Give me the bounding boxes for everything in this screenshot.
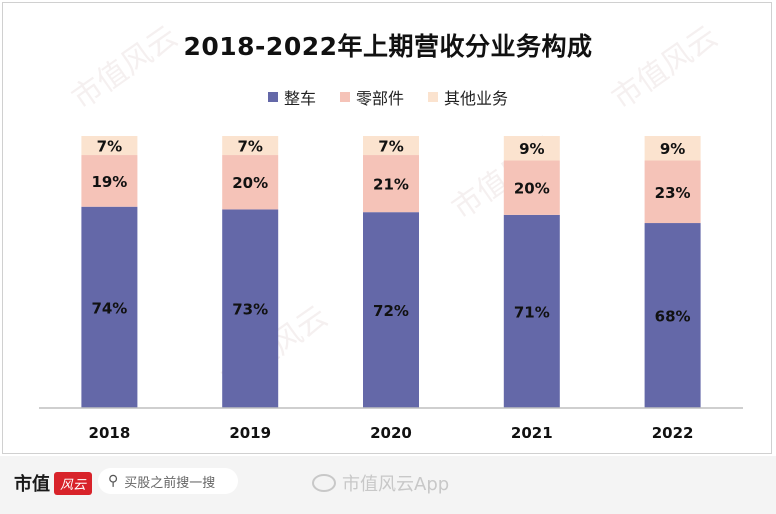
- data-label-2020-0: 72%: [373, 302, 409, 320]
- search-icon: ⚲: [108, 473, 119, 489]
- bar-segment-2020-0: [363, 212, 419, 408]
- legend-item-parts: 零部件: [339, 85, 404, 109]
- x-tick-label-2019: 2019: [229, 424, 271, 442]
- bar-segment-2019-1: [222, 155, 279, 210]
- data-label-2018-0: 74%: [91, 299, 127, 317]
- bar-segment-2021-2: [503, 136, 560, 161]
- data-label-2022-2: 9%: [660, 140, 685, 158]
- x-tick-label-2021: 2021: [511, 424, 553, 442]
- legend-swatch-other: [428, 92, 438, 102]
- data-label-2021-0: 71%: [514, 303, 550, 321]
- data-label-2022-0: 68%: [655, 308, 691, 326]
- legend-label-other: 其他业务: [444, 89, 509, 108]
- data-label-2019-1: 20%: [232, 174, 268, 192]
- x-tick-label-2022: 2022: [652, 424, 694, 442]
- bar-segment-2019-2: [222, 136, 279, 156]
- search-placeholder: 买股之前搜一搜: [124, 475, 216, 491]
- bar-segment-2020-2: [363, 136, 419, 156]
- data-label-2021-2: 9%: [519, 140, 544, 158]
- bar-segment-2019-0: [222, 209, 279, 408]
- weibo-handle: 市值风云App: [342, 474, 450, 495]
- legend-label-vehicle: 整车: [283, 89, 316, 108]
- legend-item-other: 其他业务: [428, 85, 508, 109]
- brand-name: 市值: [14, 474, 50, 495]
- x-tick-label-2020: 2020: [370, 424, 412, 442]
- bar-segment-2022-0: [644, 223, 701, 408]
- data-label-2021-1: 20%: [514, 180, 550, 198]
- bottom-bar: 市值 风云 ⚲ 买股之前搜一搜 市值风云App: [0, 456, 776, 514]
- legend-swatch-parts: [339, 92, 350, 102]
- weibo-icon: [312, 474, 336, 492]
- legend-item-vehicle: 整车: [267, 85, 316, 109]
- bar-segment-2018-1: [81, 155, 138, 207]
- data-label-2022-1: 23%: [655, 184, 691, 202]
- bar-segment-2022-1: [644, 160, 701, 224]
- data-label-2019-0: 73%: [232, 301, 268, 319]
- bar-segment-2022-2: [644, 136, 701, 161]
- bar-segment-2018-0: [81, 206, 138, 408]
- bar-segment-2020-1: [363, 155, 419, 213]
- data-label-2018-1: 19%: [91, 173, 127, 191]
- legend-label-parts: 零部件: [355, 89, 404, 108]
- legend-swatch-vehicle: [267, 92, 278, 102]
- brand-logo: 市值 风云: [14, 470, 93, 496]
- data-label-2020-1: 21%: [373, 176, 409, 194]
- bar-segment-2021-1: [503, 160, 560, 215]
- data-label-2019-2: 7%: [237, 138, 262, 156]
- bar-segment-2021-0: [503, 214, 560, 408]
- data-label-2018-2: 7%: [97, 138, 122, 156]
- legend: 整车 零部件 其他业务: [3, 85, 773, 109]
- chart-frame: 市值风云 市值风云 市值风云 市值风云 2018-2022年上期营收分业务构成 …: [2, 2, 772, 454]
- bar-chart: 74% 19% 7% 2018 73% 20% 7% 2019 72% 21% 7% 2020 71% 2…: [39, 136, 743, 442]
- data-label-2020-2: 7%: [378, 138, 403, 156]
- search-input[interactable]: ⚲ 买股之前搜一搜: [98, 468, 238, 494]
- chart-title: 2018-2022年上期营收分业务构成: [183, 32, 593, 61]
- bar-segment-2018-2: [81, 136, 138, 156]
- brand-badge: 风云: [54, 471, 93, 495]
- x-tick-label-2018: 2018: [89, 424, 131, 442]
- weibo-watermark: 市值风云App: [312, 470, 449, 496]
